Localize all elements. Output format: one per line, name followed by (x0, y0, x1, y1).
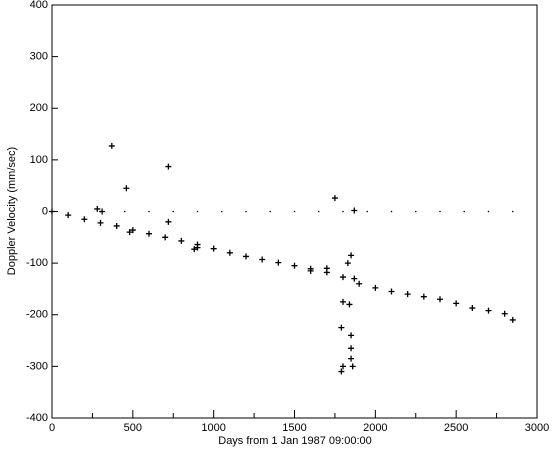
data-point (113, 222, 120, 229)
data-point (220, 210, 223, 213)
data-point (129, 227, 136, 234)
data-point (172, 210, 175, 213)
data-point (165, 218, 172, 225)
data-point (340, 363, 346, 370)
data-point (81, 216, 88, 223)
data-point (366, 210, 369, 213)
data-point (99, 210, 102, 213)
data-point (245, 210, 247, 213)
data-point (437, 296, 443, 303)
data-point (453, 300, 460, 307)
data-point (323, 265, 330, 272)
y-tick-label: -100 (26, 257, 48, 269)
data-point (340, 274, 346, 281)
y-tick-label: -400 (26, 412, 48, 424)
data-point (487, 210, 490, 213)
data-point (348, 332, 355, 339)
data-point (165, 163, 172, 170)
data-point (348, 355, 355, 362)
data-point (344, 260, 351, 267)
data-point (348, 252, 355, 259)
data-point (501, 310, 508, 317)
data-point (94, 205, 101, 212)
x-tick-label: 1500 (282, 422, 306, 434)
data-point (226, 249, 233, 256)
data-point (65, 212, 72, 219)
y-tick-label: -300 (26, 360, 48, 372)
data-point (162, 234, 169, 241)
data-point (356, 280, 363, 287)
data-point (348, 345, 355, 352)
data-point (194, 244, 201, 251)
data-point (196, 210, 199, 213)
data-point (317, 210, 320, 213)
data-point (108, 142, 115, 149)
x-tick-label: 2000 (363, 422, 387, 434)
data-point (97, 219, 104, 226)
data-point (463, 210, 466, 213)
data-point (275, 259, 282, 266)
data-point (291, 262, 298, 269)
data-point (243, 253, 249, 260)
data-point (49, 208, 55, 215)
data-point (351, 207, 358, 214)
data-point (307, 267, 314, 274)
y-tick-label: 400 (30, 0, 48, 11)
data-point (148, 210, 150, 213)
y-axis-label: Doppler Velocity (mm/sec) (6, 147, 18, 275)
y-tick-label: -200 (26, 309, 48, 321)
data-point (178, 237, 185, 244)
data-point (485, 307, 492, 314)
data-point (349, 363, 356, 370)
data-point (351, 275, 358, 282)
data-point (420, 293, 427, 300)
y-tick-label: 0 (42, 205, 48, 217)
data-point (338, 368, 345, 375)
data-point (390, 210, 393, 213)
y-tick-label: 200 (30, 102, 48, 114)
data-point (469, 305, 476, 312)
data-point (331, 195, 338, 202)
data-point (123, 210, 126, 213)
x-tick-label: 2500 (444, 422, 468, 434)
data-point (388, 288, 395, 295)
data-point (269, 210, 272, 213)
data-point (123, 185, 130, 192)
data-point (372, 284, 379, 291)
data-point (439, 210, 441, 213)
data-point (146, 230, 152, 237)
data-point (346, 301, 353, 308)
data-point (338, 324, 345, 331)
data-point (293, 210, 296, 213)
data-point (509, 316, 516, 323)
y-tick-label: 300 (30, 51, 48, 63)
x-tick-label: 500 (124, 422, 142, 434)
data-point (511, 210, 514, 213)
data-point (191, 246, 198, 253)
data-point (414, 210, 417, 213)
data-point (340, 298, 346, 305)
x-tick-label: 1000 (201, 422, 225, 434)
data-point (210, 245, 217, 252)
data-point (404, 291, 411, 298)
x-axis-label: Days from 1 Jan 1987 09:00:00 (218, 435, 371, 447)
data-point (126, 229, 133, 236)
y-tick-label: 100 (30, 154, 48, 166)
x-tick-label: 0 (49, 422, 55, 434)
data-point (342, 210, 344, 213)
data-point (259, 256, 266, 263)
x-tick-label: 3000 (525, 422, 549, 434)
